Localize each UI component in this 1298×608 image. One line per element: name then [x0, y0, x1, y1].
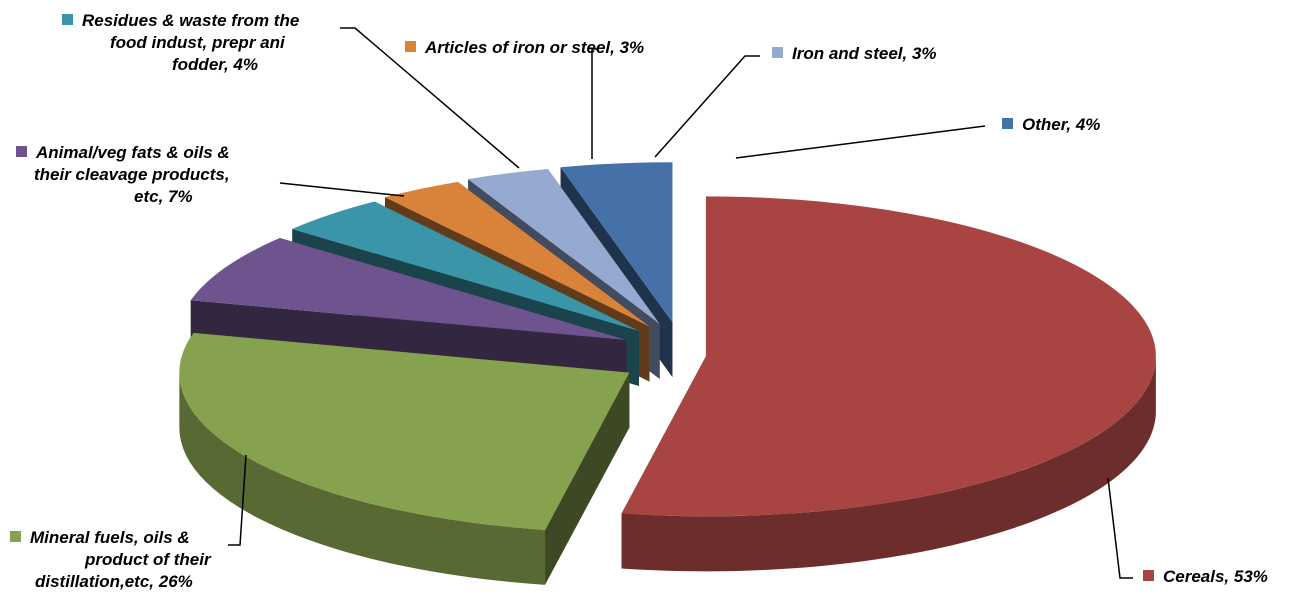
slice-rim-mineral-0	[179, 372, 546, 585]
slice-cereals	[621, 196, 1156, 517]
slice-articles	[384, 181, 650, 327]
label-residues-line1: Residues & waste from the	[82, 11, 300, 30]
legend-swatch-animal	[16, 146, 27, 157]
legend-swatch-iron	[772, 47, 783, 58]
leader-line-articles	[591, 48, 598, 159]
label-other: Other, 4%	[1002, 114, 1100, 136]
leader-line-other	[735, 125, 986, 159]
label-cereals-text: Cereals, 53%	[1163, 567, 1268, 586]
leader-line-iron	[654, 55, 760, 158]
slice-mineral	[179, 332, 630, 530]
label-animal: Animal/veg fats & oils & their cleavage …	[16, 142, 230, 208]
label-residues-line2: food indust, prepr ani	[110, 33, 285, 52]
legend-swatch-articles	[405, 41, 416, 52]
slice-iron	[468, 168, 660, 324]
label-residues: Residues & waste from the food indust, p…	[62, 10, 299, 76]
slice-animal	[190, 238, 627, 341]
label-articles: Articles of iron or steel, 3%	[405, 37, 644, 59]
label-residues-line3: fodder, 4%	[172, 55, 258, 74]
slice-residues	[292, 201, 639, 331]
label-mineral-line2: product of their	[85, 550, 211, 569]
label-mineral-line3: distillation,etc, 26%	[35, 572, 193, 591]
slice-other	[560, 162, 673, 323]
legend-swatch-mineral	[10, 531, 21, 542]
leader-line-animal	[279, 182, 405, 197]
slice-rim-cereals-0	[621, 356, 1156, 572]
label-animal-line1: Animal/veg fats & oils &	[36, 143, 230, 162]
leader-line-residues	[340, 27, 520, 169]
label-other-text: Other, 4%	[1022, 115, 1101, 134]
label-animal-line3: etc, 7%	[134, 187, 193, 206]
legend-swatch-cereals	[1143, 570, 1154, 581]
label-iron-text: Iron and steel, 3%	[792, 44, 937, 63]
slice-top-layer	[179, 162, 1156, 530]
label-cereals: Cereals, 53%	[1143, 566, 1268, 588]
legend-swatch-other	[1002, 118, 1013, 129]
label-iron: Iron and steel, 3%	[772, 43, 937, 65]
legend-swatch-residues	[62, 14, 73, 25]
leader-line-cereals	[1107, 477, 1133, 579]
leader-lines	[228, 27, 1133, 579]
label-animal-line2: their cleavage products,	[34, 165, 230, 184]
label-mineral: Mineral fuels, oils & product of their d…	[10, 527, 211, 593]
label-articles-text: Articles of iron or steel, 3%	[425, 38, 645, 57]
leader-line-mineral	[228, 454, 247, 546]
label-mineral-line1: Mineral fuels, oils &	[30, 528, 190, 547]
